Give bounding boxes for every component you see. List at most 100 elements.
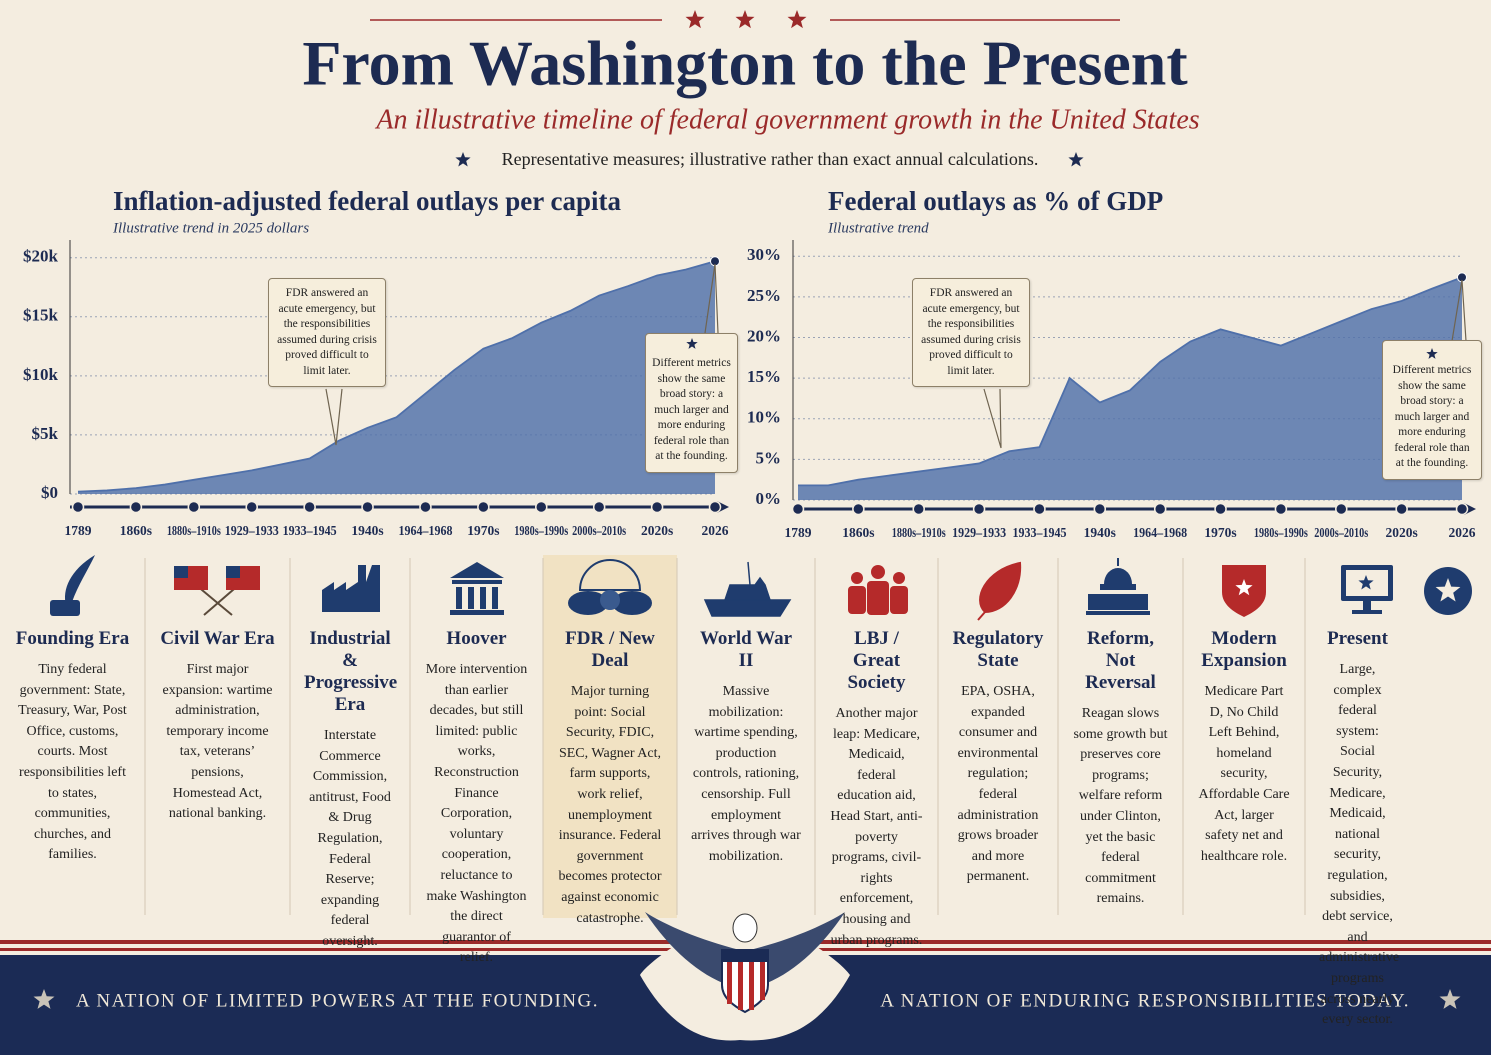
timeline-dot	[912, 502, 925, 516]
era-text: Major turning point: Social Security, FD…	[558, 684, 662, 926]
timeline-dot	[972, 502, 986, 516]
area-outline	[798, 276, 1463, 487]
era-text: More intervention than earlier decades, …	[425, 662, 528, 966]
area-outline	[77, 260, 716, 493]
era-column: Civil War Era First major expansion: wart…	[145, 628, 290, 825]
y-tick-label: 5%	[756, 448, 782, 467]
pointer	[1451, 279, 1467, 342]
x-tick-label: 1933–1945	[283, 523, 337, 538]
chart-title: Federal outlays as % of GDP	[828, 186, 1163, 216]
chart-title: Inflation-adjusted federal outlays per c…	[113, 186, 622, 216]
timeline-dot	[187, 500, 201, 514]
y-tick-label: 20%	[747, 326, 781, 345]
ship-icon	[703, 561, 792, 617]
timeline-dot	[708, 500, 722, 514]
era-title: Hoover	[446, 628, 507, 649]
page-note: Representative measures; illustrative ra…	[502, 149, 1039, 169]
era-title: FDR / New Deal	[565, 628, 655, 671]
timeline-dot	[1093, 502, 1107, 516]
timeline-dot	[592, 500, 606, 514]
pointer	[704, 263, 719, 334]
x-tick-label: 2000s–2010s	[1314, 525, 1368, 540]
charts: $0 $5k $10k $15k $20k 1789 1860s 1880s–1910s 192…	[23, 240, 1476, 540]
callout-pointers	[325, 263, 1467, 449]
era-column: Reform, Not Reversal Reagan slows some gr…	[1058, 628, 1183, 910]
timeline-dot	[1335, 502, 1348, 516]
y-tick-label: 30%	[747, 245, 781, 264]
era-text: Massive mobilization: wartime spending, …	[691, 684, 801, 864]
era-text: Tiny federal government: State, Treasury…	[18, 662, 127, 863]
inkwell-icon	[50, 600, 80, 616]
x-tick-label: 2020s	[1386, 525, 1418, 540]
chart-subtitle: Illustrative trend	[827, 220, 929, 236]
flags-icon	[174, 566, 260, 616]
era-column: FDR / New Deal Major turning point: Socia…	[543, 628, 677, 929]
timeline-dot	[245, 500, 258, 514]
leaf-icon	[977, 561, 1022, 621]
chart-subtitle: Illustrative trend in 2025 dollars	[112, 220, 309, 236]
timeline-dot	[650, 500, 664, 514]
area	[78, 261, 715, 494]
timeline-dot	[1274, 502, 1288, 516]
era-title: Present	[1327, 628, 1388, 649]
timeline-dot	[791, 502, 805, 516]
footer-left: A NATION OF LIMITED POWERS AT THE FOUNDI…	[76, 990, 599, 1011]
annotation: Different metrics show the same broad st…	[1382, 340, 1482, 480]
eagle-emblem	[640, 912, 850, 1041]
era-icons	[50, 555, 1472, 621]
x-tick-label: 1940s	[351, 523, 383, 538]
x-tick-label: 1880s–1910s	[167, 523, 221, 538]
x-tick-label: 1860s	[120, 523, 152, 538]
annotation: Different metrics show the same broad st…	[645, 333, 738, 473]
era-text: Large, complex federal system: Social Se…	[1319, 662, 1400, 1028]
annotation: FDR answered an acute emergency, but the…	[268, 278, 386, 387]
timeline-dot	[361, 500, 374, 514]
era-text: EPA, OSHA, expanded consumer and environ…	[957, 684, 1039, 885]
era-title: Civil War Era	[160, 628, 275, 649]
timeline-dot	[1033, 502, 1046, 516]
timeline-dot	[852, 502, 865, 516]
era-column: Modern Expansion Medicare Part D, No Chil…	[1183, 628, 1305, 867]
era-highlight	[543, 555, 677, 918]
timeline-dot	[1214, 502, 1227, 516]
y-tick-label: $5k	[32, 424, 59, 443]
page-title: From Washington to the Present	[302, 28, 1188, 99]
capitol-icon	[1086, 558, 1150, 615]
era-text: Medicare Part D, No Child Left Behind, h…	[1198, 684, 1290, 864]
era-column: World War II Massive mobilization: wartim…	[677, 628, 815, 867]
era-title: Founding Era	[15, 628, 130, 649]
x-tick-label: 2026	[1449, 525, 1476, 540]
monitor-icon	[1341, 565, 1393, 614]
timeline-dot	[1455, 502, 1469, 516]
timeline-dot	[71, 500, 85, 514]
x-tick-label: 1929–1933	[952, 525, 1006, 540]
era-text: Interstate Commerce Commission, antitrus…	[309, 728, 391, 949]
x-tick-label: 1789	[785, 525, 812, 540]
timeline-dot	[477, 500, 490, 514]
area	[798, 277, 1462, 500]
timeline-dot	[129, 500, 143, 514]
factory-icon	[322, 565, 380, 612]
era-text: First major expansion: wartime administr…	[162, 662, 273, 822]
x-tick-label: 1940s	[1084, 525, 1116, 540]
era-column: Hoover More intervention than earlier dec…	[410, 628, 543, 969]
era-column: Founding Era Tiny federal government: Sta…	[0, 628, 145, 866]
timeline-dot	[303, 500, 316, 514]
y-tick-label: $20k	[23, 247, 59, 266]
y-tick-label: 0%	[756, 489, 782, 508]
era-column: Regulatory State EPA, OSHA, expanded cons…	[938, 628, 1058, 888]
x-tick-label: 1789	[65, 523, 92, 538]
era-title: Regulatory State	[952, 628, 1044, 671]
timeline-dot	[419, 500, 432, 514]
x-tick-label: 1880s–1910s	[892, 525, 946, 540]
footer-right: A NATION OF ENDURING RESPONSIBILITIES TO…	[880, 990, 1410, 1011]
pointer	[325, 388, 343, 446]
era-title: World War II	[699, 628, 793, 671]
era-title: LBJ / Great Society	[847, 628, 906, 693]
x-tick-label: 1929–1933	[225, 523, 279, 538]
x-tick-label: 2000s–2010s	[572, 523, 626, 538]
x-tick-label: 2026	[702, 523, 729, 538]
x-tick-label: 1970s	[1204, 525, 1236, 540]
